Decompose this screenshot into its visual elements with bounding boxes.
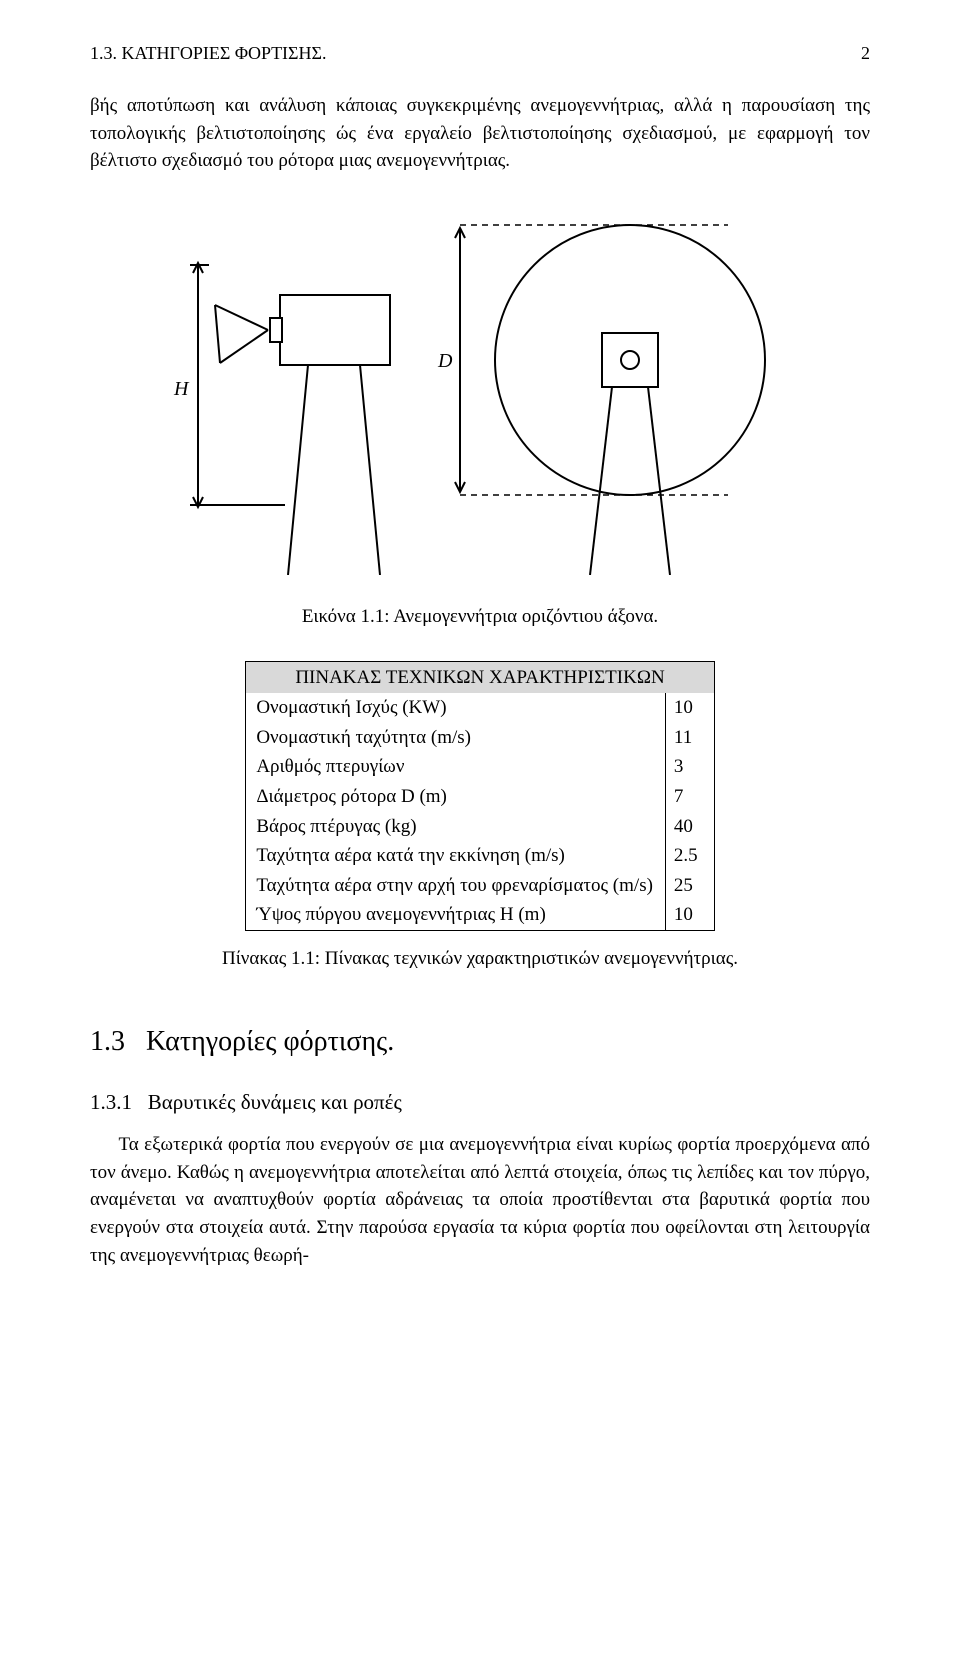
subsection-heading: 1.3.1 Βαρυτικές δυνάμεις και ροπές	[90, 1087, 870, 1117]
figure-caption: Εικόνα 1.1: Ανεμογεννήτρια οριζόντιου άξ…	[90, 603, 870, 631]
table-row: Ονομαστική Ισχύς (KW)10	[246, 693, 714, 723]
table-row: Αριθμός πτερυγίων3	[246, 752, 714, 782]
running-header: 1.3. ΚΑΤΗΓΟΡΙΕΣ ΦΟΡΤΙΣΗΣ. 2	[90, 40, 870, 66]
label-H: H	[173, 378, 190, 400]
header-left: 1.3. ΚΑΤΗΓΟΡΙΕΣ ΦΟΡΤΙΣΗΣ.	[90, 40, 327, 66]
intro-paragraph: βής αποτύπωση και ανάλυση κάποιας συγκεκ…	[90, 92, 870, 175]
header-page-number: 2	[861, 40, 870, 66]
section-heading: 1.3 Κατηγορίες φόρτισης.	[90, 1022, 870, 1063]
table-caption: Πίνακας 1.1: Πίνακας τεχνικών χαρακτηρισ…	[90, 945, 870, 973]
table-row: Διάμετρος ρότορα D (m)7	[246, 782, 714, 812]
section-title: Κατηγορίες φόρτισης.	[146, 1026, 394, 1057]
label-D: D	[437, 350, 453, 372]
turbine-diagram-svg: H D	[160, 205, 800, 575]
table-row: Βάρος πτέρυγας (kg)40	[246, 812, 714, 842]
table-row: Ταχύτητα αέρα κατά την εκκίνηση (m/s)2.5	[246, 841, 714, 871]
table-row: Ονομαστική ταχύτητα (m/s)11	[246, 723, 714, 753]
table-row: Ύψος πύργου ανεμογεννήτριας H (m)10	[246, 900, 714, 930]
figure-1-1: H D	[90, 205, 870, 584]
spec-table-title: ΠΙΝΑΚΑΣ ΤΕΧΝΙΚΩΝ ΧΑΡΑΚΤΗΡΙΣΤΙΚΩΝ	[246, 661, 714, 693]
table-row: Ταχύτητα αέρα στην αρχή του φρεναρίσματο…	[246, 871, 714, 901]
subsection-title: Βαρυτικές δυνάμεις και ροπές	[148, 1090, 402, 1114]
spec-table: ΠΙΝΑΚΑΣ ΤΕΧΝΙΚΩΝ ΧΑΡΑΚΤΗΡΙΣΤΙΚΩΝ Ονομαστ…	[245, 661, 714, 931]
section-paragraph: Τα εξωτερικά φορτία που ενεργούν σε μια …	[90, 1131, 870, 1269]
section-number: 1.3	[90, 1026, 125, 1057]
subsection-number: 1.3.1	[90, 1090, 132, 1114]
